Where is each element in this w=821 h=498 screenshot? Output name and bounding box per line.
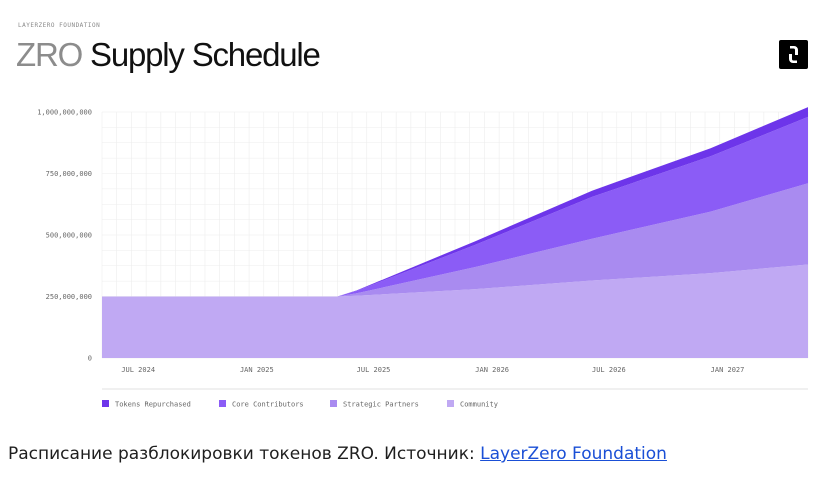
x-tick-label: JUL 2025: [357, 366, 391, 374]
area-community: [102, 264, 808, 358]
chart-areas: [102, 107, 808, 358]
layerzero-logo-icon: [779, 40, 808, 69]
legend-swatch: [219, 400, 226, 407]
x-tick-label: JAN 2025: [240, 366, 274, 374]
y-tick-label: 1,000,000,000: [37, 109, 92, 117]
y-tick-label: 250,000,000: [46, 293, 92, 301]
y-tick-label: 0: [88, 355, 92, 363]
area-strategic-partners: [102, 183, 808, 297]
legend-label: Strategic Partners: [343, 401, 419, 409]
legend-swatch: [102, 400, 109, 407]
x-tick-label: JUL 2026: [592, 366, 626, 374]
org-label: LAYERZERO FOUNDATION: [18, 22, 101, 29]
legend-label: Core Contributors: [232, 401, 304, 409]
x-tick-label: JAN 2027: [711, 366, 745, 374]
supply-chart: 0 250,000,000 500,000,000 750,000,000 1,000,…: [37, 107, 809, 409]
area-core-contributors: [102, 116, 808, 297]
title-main: Supply Schedule: [90, 36, 321, 73]
x-tick-label: JUL 2024: [121, 366, 155, 374]
legend-label: Tokens Repurchased: [115, 401, 191, 409]
y-tick-label: 750,000,000: [46, 170, 92, 178]
legend-swatch: [447, 400, 454, 407]
legend-swatch: [330, 400, 337, 407]
y-tick-label: 500,000,000: [46, 232, 92, 240]
legend-label: Community: [460, 401, 498, 409]
caption: Расписание разблокировки токенов ZRO. Ис…: [8, 444, 667, 464]
caption-text: Расписание разблокировки токенов ZRO. Ис…: [8, 444, 481, 464]
page-title: ZRO Supply Schedule: [16, 36, 321, 74]
source-link[interactable]: LayerZero Foundation: [480, 444, 667, 464]
title-token: ZRO: [16, 36, 83, 73]
chart-legend: Tokens Repurchased Core Contributors Strat…: [102, 400, 498, 409]
x-tick-label: JAN 2026: [475, 366, 509, 374]
chart-axes: 0 250,000,000 500,000,000 750,000,000 1,000,…: [37, 109, 808, 390]
